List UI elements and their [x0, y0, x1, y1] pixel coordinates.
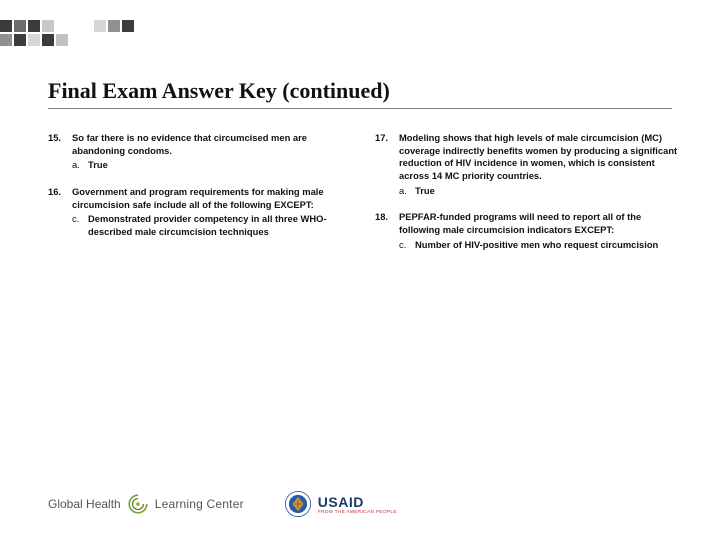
decor-square — [56, 34, 68, 46]
decor-square — [28, 34, 40, 46]
answer: a.True — [399, 185, 678, 198]
question: 18.PEPFAR-funded programs will need to r… — [375, 211, 678, 251]
decor-square — [14, 20, 26, 32]
question-stem: Government and program requirements for … — [72, 186, 351, 211]
question-body: PEPFAR-funded programs will need to repo… — [399, 211, 678, 251]
ghlc-text-right: Learning Center — [155, 497, 244, 511]
question-number: 17. — [375, 132, 399, 197]
question-body: So far there is no evidence that circumc… — [72, 132, 351, 172]
usaid-text: USAID — [318, 494, 397, 510]
content-columns: 15.So far there is no evidence that circ… — [48, 132, 678, 266]
ghlc-logo: Global Health e. Learning Center — [48, 493, 244, 515]
answer-letter: a. — [72, 159, 88, 172]
decor-square — [42, 34, 54, 46]
question: 17.Modeling shows that high levels of ma… — [375, 132, 678, 197]
usaid-logo: USAID FROM THE AMERICAN PEOPLE — [284, 490, 397, 518]
answer-text: Demonstrated provider competency in all … — [88, 213, 351, 238]
answer-text: True — [415, 185, 435, 198]
footer: Global Health e. Learning Center USAID F… — [48, 490, 397, 518]
decor-square — [108, 20, 120, 32]
usaid-seal-icon — [284, 490, 312, 518]
answer: c.Number of HIV-positive men who request… — [399, 239, 678, 252]
svg-text:e.: e. — [136, 503, 139, 507]
question-number: 15. — [48, 132, 72, 172]
page-title: Final Exam Answer Key (continued) — [48, 78, 390, 104]
title-rule — [48, 108, 672, 109]
answer-letter: c. — [72, 213, 88, 238]
decor-square — [94, 20, 106, 32]
answer-text: Number of HIV-positive men who request c… — [415, 239, 658, 252]
question-body: Modeling shows that high levels of male … — [399, 132, 678, 197]
corner-decor — [0, 20, 134, 46]
answer-text: True — [88, 159, 108, 172]
column-right: 17.Modeling shows that high levels of ma… — [375, 132, 678, 266]
usaid-subtext: FROM THE AMERICAN PEOPLE — [318, 510, 397, 515]
question: 15.So far there is no evidence that circ… — [48, 132, 351, 172]
question-stem: Modeling shows that high levels of male … — [399, 132, 678, 183]
question-number: 16. — [48, 186, 72, 239]
e-swirl-icon: e. — [127, 493, 149, 515]
column-left: 15.So far there is no evidence that circ… — [48, 132, 351, 266]
answer: c.Demonstrated provider competency in al… — [72, 213, 351, 238]
decor-square — [14, 34, 26, 46]
answer-letter: a. — [399, 185, 415, 198]
answer: a.True — [72, 159, 351, 172]
ghlc-text-left: Global Health — [48, 497, 121, 511]
question-stem: So far there is no evidence that circumc… — [72, 132, 351, 157]
decor-square — [28, 20, 40, 32]
question-body: Government and program requirements for … — [72, 186, 351, 239]
decor-square — [0, 20, 12, 32]
decor-square — [0, 34, 12, 46]
question-number: 18. — [375, 211, 399, 251]
decor-square — [42, 20, 54, 32]
decor-square — [122, 20, 134, 32]
question: 16.Government and program requirements f… — [48, 186, 351, 239]
question-stem: PEPFAR-funded programs will need to repo… — [399, 211, 678, 236]
answer-letter: c. — [399, 239, 415, 252]
